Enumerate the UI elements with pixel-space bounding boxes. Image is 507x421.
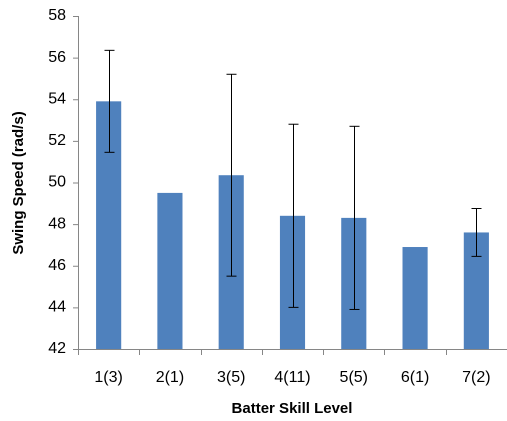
y-tick-label: 56 [48, 49, 66, 66]
x-tick-label: 5(5) [340, 369, 368, 386]
error-bar [226, 73, 237, 277]
bar [402, 247, 428, 349]
x-tick-label: 4(11) [274, 369, 310, 386]
y-tick-label: 52 [48, 132, 66, 149]
bar [96, 101, 122, 349]
bar [341, 217, 367, 349]
bar [157, 192, 183, 349]
x-tick-label: 2(1) [156, 369, 184, 386]
y-tick-label: 44 [48, 299, 66, 316]
y-tick-label: 46 [48, 257, 66, 274]
x-tick-label: 7(2) [462, 369, 490, 386]
error-bar [104, 49, 115, 153]
y-tick-label: 58 [48, 7, 66, 24]
x-tick-label: 1(3) [94, 369, 122, 386]
error-bar [471, 208, 482, 257]
y-tick-label: 48 [48, 215, 66, 232]
x-axis-title: Batter Skill Level [232, 400, 353, 417]
y-tick-label: 42 [48, 340, 66, 357]
error-bar [349, 125, 360, 310]
y-tick-label: 50 [48, 174, 66, 191]
y-tick-label: 54 [48, 90, 66, 107]
x-tick-label: 3(5) [217, 369, 245, 386]
x-tick-label: 6(1) [401, 369, 429, 386]
error-bar [288, 123, 299, 308]
y-axis-title: Swing Speed (rad/s) [10, 111, 27, 254]
bar [279, 215, 306, 349]
